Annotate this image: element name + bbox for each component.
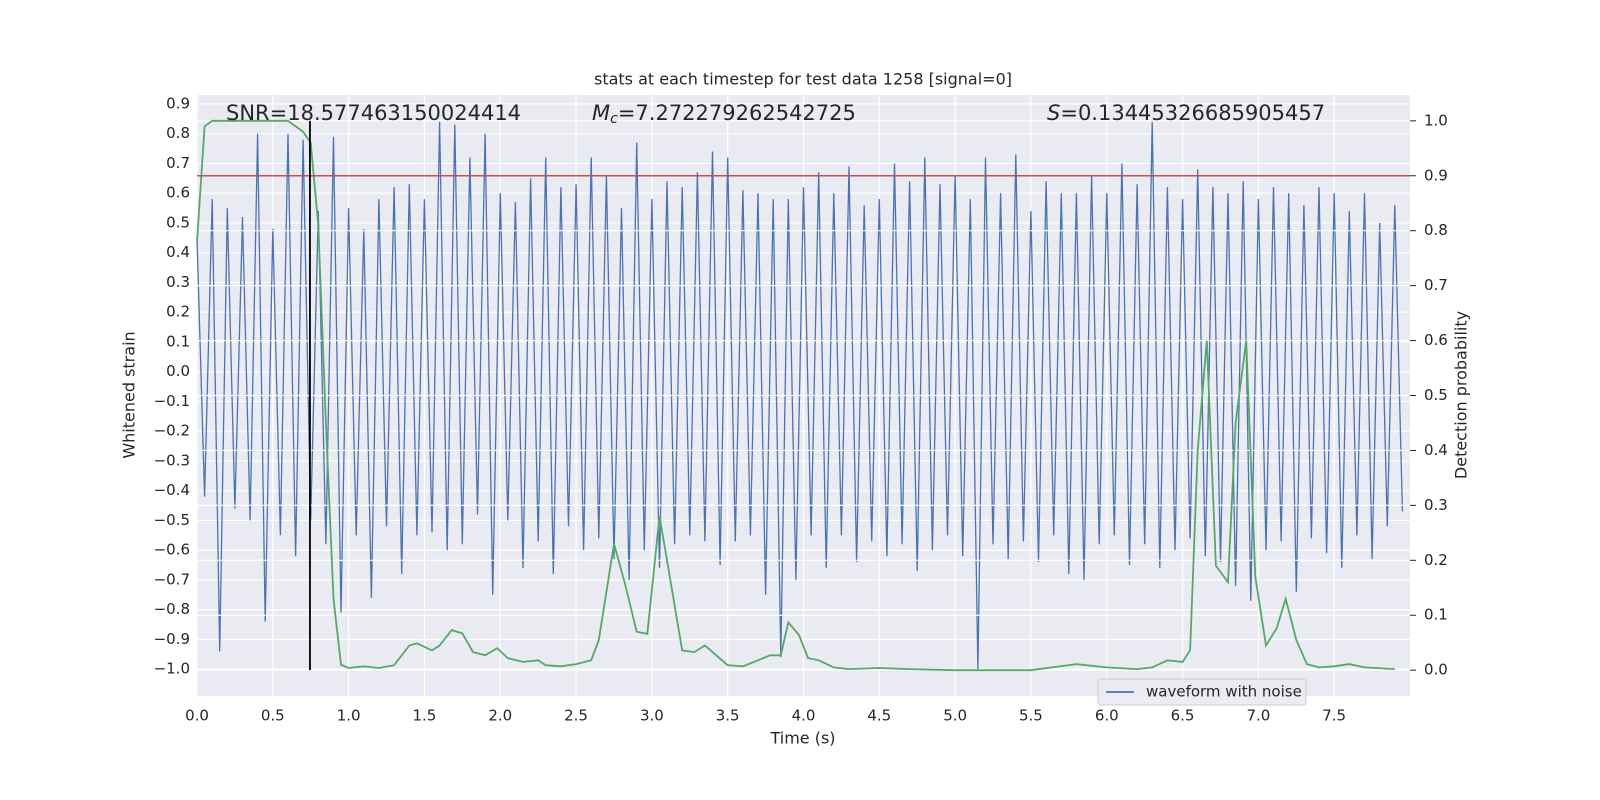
s-annotation: S=0.13445326685905457 [1047, 101, 1325, 125]
x-tick-label: 2.0 [488, 707, 512, 725]
x-tick-label: 0.5 [261, 707, 285, 725]
y-tick-label: −0.1 [154, 392, 190, 410]
y2-tick-label: 0.0 [1424, 661, 1448, 679]
x-tick-label: 6.5 [1171, 707, 1195, 725]
y-tick-label: −0.5 [154, 511, 190, 529]
x-tick-label: 4.0 [792, 707, 816, 725]
y-tick-label: 0.1 [166, 332, 190, 350]
s-value: =0.13445326685905457 [1060, 101, 1325, 125]
y-tick-label: −0.4 [154, 481, 190, 499]
legend-label: waveform with noise [1146, 683, 1302, 701]
x-tick-label: 5.5 [1019, 707, 1043, 725]
y-tick-label: 0.9 [166, 94, 190, 112]
y-axis-label: Whitened strain [120, 331, 139, 458]
y-tick-label: −0.2 [154, 422, 190, 440]
over-layer [196, 119, 1410, 672]
y-tick-label: 0.6 [166, 184, 190, 202]
x-tick-label: 4.5 [867, 707, 891, 725]
y-tick-label: 0.2 [166, 303, 190, 321]
x-tick-label: 6.0 [1095, 707, 1119, 725]
y-tick-label: 0.3 [166, 273, 190, 291]
y-tick-label: −0.7 [154, 570, 190, 588]
x-tick-label: 3.0 [640, 707, 664, 725]
probability-line [196, 119, 1395, 672]
y-tick-label: 0.7 [166, 154, 190, 172]
y2-tick-label: 0.4 [1424, 441, 1448, 459]
mc-value: =7.272279262542725 [618, 101, 856, 125]
x-axis-label: Time (s) [769, 729, 835, 748]
y-tick-label: 0.5 [166, 213, 190, 231]
s-symbol: S [1047, 101, 1060, 125]
y-tick-label: −0.8 [154, 600, 190, 618]
x-tick-label: 1.5 [413, 707, 437, 725]
legend-box [1097, 678, 1307, 706]
y2-tick-label: 1.0 [1424, 111, 1448, 129]
y2-tick-label: 0.5 [1424, 386, 1448, 404]
y2-axis-label: Detection probability [1452, 311, 1471, 479]
y-tick-label: −0.9 [154, 630, 190, 648]
y-tick-label: −0.3 [154, 451, 190, 469]
y2-tick-label: 0.2 [1424, 551, 1448, 569]
y2-tick-label: 0.6 [1424, 331, 1448, 349]
mc-annotation: Mc=7.272279262542725 [592, 101, 856, 127]
y2-tick-label: 0.9 [1424, 166, 1448, 184]
chart-title: stats at each timestep for test data 125… [594, 70, 1012, 89]
y-tick-label: 0.0 [166, 362, 190, 380]
x-tick-label: 1.0 [337, 707, 361, 725]
x-tick-label: 5.0 [943, 707, 967, 725]
x-tick-label: 7.0 [1246, 707, 1270, 725]
y2-tick-label: 0.7 [1424, 276, 1448, 294]
x-tick-label: 0.0 [185, 707, 209, 725]
y2-tick-label: 0.1 [1424, 606, 1448, 624]
y-tick-label: −0.6 [154, 541, 190, 559]
mc-subscript: c [610, 111, 618, 127]
mc-symbol: M [592, 101, 610, 125]
y2-tick-label: 0.3 [1424, 496, 1448, 514]
x-tick-label: 2.5 [564, 707, 588, 725]
y-tick-label: −1.0 [154, 660, 190, 678]
y-tick-label: 0.4 [166, 243, 190, 261]
snr-annotation: SNR=18.577463150024414 [226, 101, 521, 125]
x-tick-label: 3.5 [716, 707, 740, 725]
waveform-line [196, 121, 1404, 670]
x-tick-label: 7.5 [1322, 707, 1346, 725]
y2-tick-label: 0.8 [1424, 221, 1448, 239]
y-tick-label: 0.8 [166, 124, 190, 142]
legend: waveform with noise [1097, 678, 1307, 706]
